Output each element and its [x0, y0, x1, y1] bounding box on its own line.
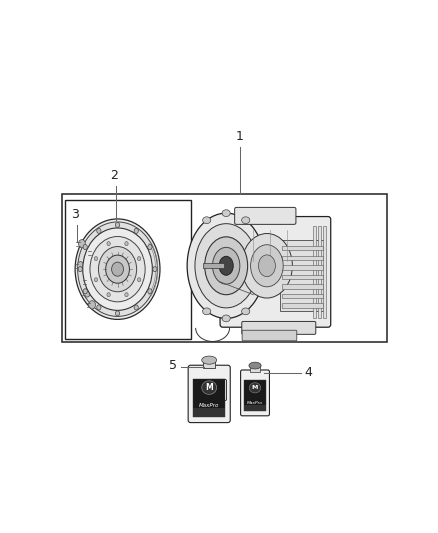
Ellipse shape	[241, 233, 293, 298]
Bar	[282, 265, 323, 270]
Text: 3: 3	[71, 208, 79, 221]
Bar	[282, 246, 323, 251]
Ellipse shape	[90, 249, 97, 257]
Bar	[323, 226, 326, 318]
Text: 1: 1	[236, 130, 244, 143]
Ellipse shape	[222, 210, 230, 216]
Ellipse shape	[90, 237, 145, 302]
Text: 5: 5	[169, 359, 177, 373]
Ellipse shape	[97, 305, 101, 310]
Bar	[280, 240, 325, 311]
Ellipse shape	[125, 293, 128, 297]
Ellipse shape	[112, 262, 124, 276]
FancyBboxPatch shape	[240, 370, 269, 416]
Ellipse shape	[249, 383, 261, 393]
Ellipse shape	[202, 381, 217, 394]
Ellipse shape	[251, 245, 283, 287]
Ellipse shape	[88, 301, 95, 309]
Bar	[318, 226, 321, 318]
Bar	[282, 294, 323, 298]
Bar	[282, 256, 323, 260]
Ellipse shape	[138, 256, 141, 261]
Ellipse shape	[134, 305, 138, 310]
FancyBboxPatch shape	[188, 365, 230, 423]
Ellipse shape	[78, 266, 82, 272]
Bar	[282, 303, 323, 308]
Ellipse shape	[94, 278, 98, 282]
Bar	[203, 263, 224, 269]
Text: MaxPro: MaxPro	[199, 403, 219, 408]
Ellipse shape	[138, 278, 141, 282]
Bar	[244, 379, 266, 411]
Ellipse shape	[212, 247, 240, 284]
Ellipse shape	[242, 308, 250, 314]
Ellipse shape	[99, 247, 137, 292]
Ellipse shape	[75, 219, 160, 319]
Ellipse shape	[258, 255, 276, 277]
Ellipse shape	[249, 362, 261, 369]
Ellipse shape	[153, 266, 157, 272]
Ellipse shape	[83, 245, 87, 249]
Ellipse shape	[125, 241, 128, 246]
FancyBboxPatch shape	[209, 379, 226, 400]
Bar	[65, 199, 191, 339]
Ellipse shape	[242, 217, 250, 224]
Ellipse shape	[205, 237, 247, 295]
Text: MaxPro: MaxPro	[247, 401, 263, 405]
Ellipse shape	[203, 217, 211, 224]
Bar	[62, 195, 387, 342]
Ellipse shape	[202, 356, 217, 364]
Ellipse shape	[134, 228, 138, 233]
FancyBboxPatch shape	[242, 321, 316, 334]
Ellipse shape	[78, 222, 157, 317]
Ellipse shape	[83, 289, 87, 294]
Ellipse shape	[107, 293, 110, 297]
Ellipse shape	[85, 278, 92, 286]
Text: M: M	[252, 385, 258, 390]
Ellipse shape	[187, 213, 265, 318]
Ellipse shape	[84, 289, 90, 297]
Ellipse shape	[222, 315, 230, 322]
Ellipse shape	[148, 289, 152, 294]
Bar	[282, 275, 323, 279]
Ellipse shape	[195, 224, 258, 308]
Ellipse shape	[219, 256, 233, 275]
Ellipse shape	[77, 262, 84, 270]
Bar	[203, 360, 215, 368]
Ellipse shape	[107, 241, 110, 246]
FancyBboxPatch shape	[220, 216, 331, 327]
Bar	[193, 379, 225, 417]
Ellipse shape	[94, 256, 98, 261]
Ellipse shape	[83, 228, 152, 310]
Bar	[313, 226, 316, 318]
Bar	[193, 408, 225, 417]
Text: 2: 2	[110, 169, 118, 182]
Bar	[244, 405, 266, 411]
Text: 4: 4	[305, 366, 313, 379]
Bar	[250, 366, 260, 372]
Ellipse shape	[97, 228, 101, 233]
Ellipse shape	[116, 311, 120, 316]
Ellipse shape	[78, 239, 85, 248]
FancyBboxPatch shape	[242, 330, 297, 341]
FancyBboxPatch shape	[235, 207, 296, 224]
Ellipse shape	[106, 255, 130, 283]
Ellipse shape	[203, 308, 211, 314]
Text: M: M	[205, 383, 213, 392]
Ellipse shape	[148, 245, 152, 249]
Bar	[282, 285, 323, 288]
Ellipse shape	[116, 222, 120, 228]
